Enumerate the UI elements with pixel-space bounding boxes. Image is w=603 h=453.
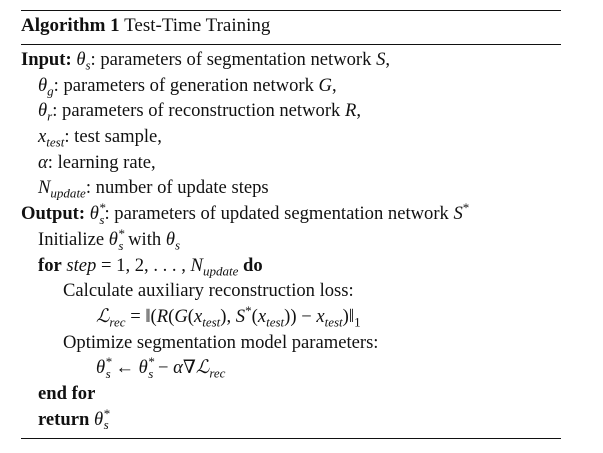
algorithm-header: Algorithm 1 Test-Time Training [21, 11, 561, 44]
initialize-line: Initialize θ*s with θs [38, 225, 181, 253]
return-keyword: return [38, 408, 90, 430]
update-equation: θ*s ← θ*s − α∇ℒrec [96, 354, 226, 381]
output-line: Output: θ*s: parameters of updated segme… [21, 199, 470, 227]
algorithm-number: Algorithm 1 [21, 15, 120, 36]
header-rule [21, 44, 561, 45]
algorithm-title: Test-Time Training [124, 15, 271, 36]
output-keyword: Output: [21, 203, 86, 225]
optimize-line: Optimize segmentation model parameters: [63, 331, 379, 353]
loss-equation: ℒrec = ‖(R(G(xtest), S*(xtest)) − xtest)… [96, 302, 361, 330]
input-xtest-line: xtest: test sample, [38, 126, 162, 150]
input-nupdate-line: Nupdate: number of update steps [38, 177, 269, 202]
for-line: for step = 1, 2, . . . , Nupdate do [38, 254, 263, 279]
end-for-line: end for [21, 381, 561, 407]
input-theta-r-line: θr: parameters of reconstruction network… [38, 100, 361, 125]
end-for-keyword: end for [38, 382, 96, 404]
input-line: Input: θs: parameters of segmentation ne… [21, 49, 391, 73]
algorithm-block: Algorithm 1 Test-Time Training Input: θs… [21, 10, 561, 440]
top-rule [21, 10, 561, 11]
do-keyword: do [243, 254, 263, 276]
input-alpha-line: α: learning rate, [38, 151, 156, 173]
algorithm-body: Input: θs: parameters of segmentation ne… [21, 45, 561, 438]
return-line: return θ*s [38, 405, 110, 433]
calc-loss-line: Calculate auxiliary reconstruction loss: [63, 280, 354, 302]
input-theta-g-line: θg: parameters of generation network G, [38, 74, 337, 99]
for-keyword: for [38, 254, 62, 276]
bottom-rule [21, 438, 561, 440]
input-keyword: Input: [21, 49, 72, 70]
